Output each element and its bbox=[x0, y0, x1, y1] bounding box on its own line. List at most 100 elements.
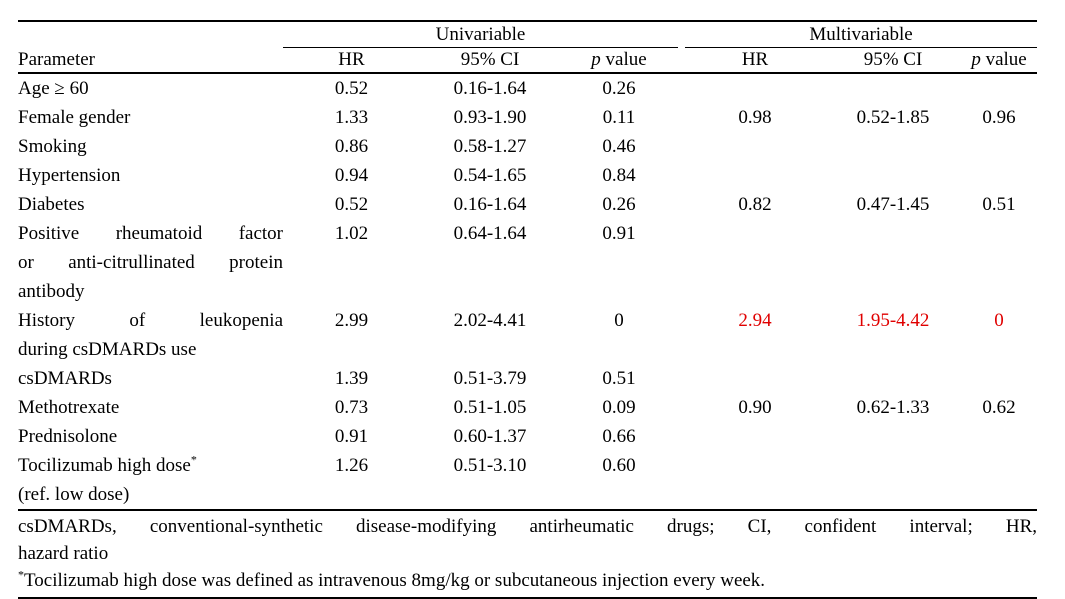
cell-uni-hr: 1.39 bbox=[334, 368, 369, 389]
column-header-parameter: Parameter bbox=[18, 47, 283, 74]
cell-multi-p: 0.51 bbox=[982, 194, 1016, 215]
cell-uni-p: 0.60 bbox=[560, 451, 679, 511]
cell-multi-hr-empty bbox=[685, 73, 825, 103]
cell-multi-ci-empty bbox=[825, 364, 961, 393]
param-cell: Diabetes bbox=[18, 194, 85, 215]
cell-uni-ci: 0.60-1.37 bbox=[453, 426, 527, 447]
cell-uni-p: 0.91 bbox=[602, 223, 636, 244]
cell-multi-p-empty bbox=[961, 364, 1037, 393]
cell-multi-p: 0.96 bbox=[982, 107, 1016, 128]
dose-definition-text: Tocilizumab high dose was defined as int… bbox=[24, 570, 766, 591]
table-row-smoking: Smoking 0.86 0.58-1.27 0.46 bbox=[18, 132, 1037, 161]
column-spacer bbox=[678, 47, 686, 74]
cell-uni-p: 0.46 bbox=[602, 136, 636, 157]
group-header-univariable: Univariable bbox=[283, 20, 679, 48]
table-row-csdmards: csDMARDs 1.39 0.51-3.79 0.51 bbox=[18, 364, 1037, 393]
column-spacer bbox=[678, 190, 685, 219]
param-cell: Prednisolone bbox=[18, 426, 118, 447]
footnotes: csDMARDs, conventional-synthetic disease… bbox=[18, 513, 1037, 594]
table-row-leukopenia-history: History of leukopenia during csDMARDs us… bbox=[18, 306, 1037, 364]
column-header-multi-ci: 95% CI bbox=[825, 47, 962, 74]
cell-multi-ci: 0.62-1.33 bbox=[856, 397, 930, 418]
cell-multi-hr-empty bbox=[685, 451, 826, 511]
cell-multi-p-empty bbox=[961, 73, 1037, 103]
cell-uni-p: 0.26 bbox=[602, 194, 636, 215]
table-row-tocilizumab: Tocilizumab high dose* (ref. low dose) 1… bbox=[18, 451, 1038, 511]
param-line: antibody bbox=[18, 281, 85, 302]
cell-uni-ci: 0.51-3.79 bbox=[453, 368, 527, 389]
cell-uni-p: 0.51 bbox=[602, 368, 636, 389]
column-header-multi-pvalue: p value bbox=[961, 47, 1038, 74]
cell-multi-ci-empty bbox=[825, 451, 962, 511]
p-suffix: value bbox=[605, 49, 647, 70]
cell-multi-hr: 0.82 bbox=[738, 194, 772, 215]
cell-multi-p-empty bbox=[961, 219, 1037, 306]
cell-uni-ci: 0.58-1.27 bbox=[453, 136, 527, 157]
cell-uni-p: 0 bbox=[614, 310, 624, 331]
param-line: History of leukopenia bbox=[18, 310, 283, 331]
table-row-rheumatoid-factor: Positive rheumatoid factor or anti-citru… bbox=[18, 219, 1037, 306]
column-header-uni-ci: 95% CI bbox=[420, 47, 560, 74]
column-spacer bbox=[678, 132, 685, 161]
cell-multi-ci-empty bbox=[825, 219, 961, 306]
table-row-age: Age ≥ 60 0.52 0.16-1.64 0.26 bbox=[18, 73, 1037, 103]
param-line: or anti-citrullinated protein bbox=[18, 252, 283, 273]
column-header-uni-hr: HR bbox=[283, 47, 420, 74]
cell-multi-ci-empty bbox=[825, 161, 961, 190]
table-row-prednisolone: Prednisolone 0.91 0.60-1.37 0.66 bbox=[18, 422, 1037, 451]
cell-uni-ci: 0.64-1.64 bbox=[453, 223, 527, 244]
cell-multi-ci: 0.52-1.85 bbox=[856, 107, 930, 128]
cell-uni-ci: 0.51-1.05 bbox=[453, 397, 527, 418]
cell-uni-hr: 0.86 bbox=[334, 136, 369, 157]
param-cell: csDMARDs bbox=[18, 368, 112, 389]
cell-multi-ci: 0.47-1.45 bbox=[856, 194, 930, 215]
column-header-row: Parameter HR 95% CI p value HR 95% CI p … bbox=[18, 47, 1038, 74]
group-header-row: Univariable Multivariable bbox=[18, 20, 1038, 48]
cell-uni-hr: 2.99 bbox=[334, 310, 369, 331]
cell-uni-ci: 0.54-1.65 bbox=[453, 165, 527, 186]
cell-multi-p-empty bbox=[961, 161, 1037, 190]
cell-multi-hr-empty bbox=[685, 422, 825, 451]
cell-uni-hr: 1.26 bbox=[283, 451, 420, 511]
column-spacer bbox=[678, 20, 686, 48]
cell-multi-p-empty bbox=[961, 132, 1037, 161]
cell-multi-ci-empty bbox=[825, 73, 961, 103]
cell-uni-ci: 0.16-1.64 bbox=[453, 78, 527, 99]
p-italic: p bbox=[971, 49, 981, 70]
param-cell: Hypertension bbox=[18, 165, 121, 186]
cell-multi-ci-highlighted: 1.95-4.42 bbox=[856, 310, 930, 331]
cell-uni-p: 0.26 bbox=[602, 78, 636, 99]
column-spacer bbox=[678, 103, 685, 132]
cell-uni-p: 0.09 bbox=[602, 397, 636, 418]
param-line: (ref. low dose) bbox=[18, 484, 130, 505]
column-spacer bbox=[678, 219, 685, 306]
cell-uni-hr: 0.91 bbox=[334, 426, 369, 447]
table-row-methotrexate: Methotrexate 0.73 0.51-1.05 0.09 0.90 0.… bbox=[18, 393, 1037, 422]
param-cell: Female gender bbox=[18, 107, 131, 128]
cell-uni-p: 0.11 bbox=[602, 107, 636, 128]
group-header-empty bbox=[18, 20, 283, 48]
column-header-uni-pvalue: p value bbox=[560, 47, 679, 74]
cell-uni-ci: 0.51-3.10 bbox=[420, 451, 560, 511]
cell-multi-p-highlighted: 0 bbox=[994, 310, 1004, 331]
cell-multi-hr-highlighted: 2.94 bbox=[738, 310, 772, 331]
cell-uni-p: 0.84 bbox=[602, 165, 636, 186]
cell-multi-hr: 0.90 bbox=[738, 397, 772, 418]
cell-uni-ci: 2.02-4.41 bbox=[453, 310, 527, 331]
dose-definition-note: *Tocilizumab high dose was defined as in… bbox=[18, 567, 1037, 594]
param-cell: History of leukopenia during csDMARDs us… bbox=[18, 306, 283, 364]
table-row-diabetes: Diabetes 0.52 0.16-1.64 0.26 0.82 0.47-1… bbox=[18, 190, 1037, 219]
group-header-multivariable: Multivariable bbox=[685, 20, 1038, 48]
cell-multi-ci-empty bbox=[825, 422, 961, 451]
cell-uni-hr: 0.94 bbox=[334, 165, 369, 186]
table-row-female-gender: Female gender 1.33 0.93-1.90 0.11 0.98 0… bbox=[18, 103, 1037, 132]
param-cell: Methotrexate bbox=[18, 397, 120, 418]
cell-uni-ci: 0.16-1.64 bbox=[453, 194, 527, 215]
column-spacer bbox=[678, 393, 685, 422]
param-cell: Smoking bbox=[18, 136, 87, 157]
cell-multi-hr: 0.98 bbox=[738, 107, 772, 128]
param-line: Positive rheumatoid factor bbox=[18, 223, 283, 244]
column-spacer bbox=[678, 73, 685, 103]
param-cell: Tocilizumab high dose* (ref. low dose) bbox=[18, 451, 283, 511]
